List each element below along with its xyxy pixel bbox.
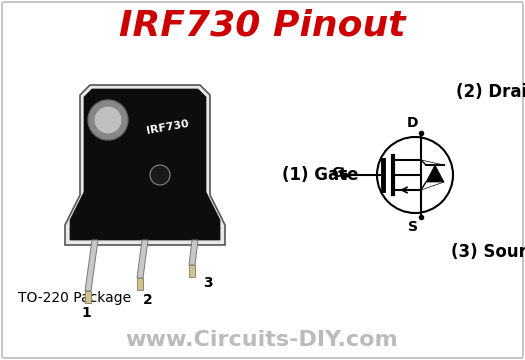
Text: (2) Drain: (2) Drain	[456, 83, 525, 101]
Text: 3: 3	[203, 276, 213, 290]
Text: 2: 2	[143, 293, 153, 307]
Text: G: G	[331, 166, 343, 180]
Polygon shape	[85, 240, 98, 291]
Text: 1: 1	[81, 306, 91, 320]
Text: (1) Gate: (1) Gate	[282, 166, 359, 184]
Circle shape	[377, 137, 453, 213]
Polygon shape	[426, 165, 444, 182]
Text: D: D	[407, 116, 419, 130]
Polygon shape	[137, 278, 143, 290]
Text: (3) Source: (3) Source	[451, 243, 525, 261]
Circle shape	[94, 106, 122, 134]
Polygon shape	[137, 240, 148, 278]
Polygon shape	[85, 291, 91, 303]
Text: IRF730 Pinout: IRF730 Pinout	[119, 8, 405, 42]
Polygon shape	[189, 240, 198, 265]
Text: IRF730: IRF730	[146, 118, 190, 136]
Text: S: S	[408, 220, 418, 234]
Polygon shape	[65, 85, 225, 245]
Text: TO-220 Package: TO-220 Package	[18, 291, 131, 305]
Text: www.Circuits-DIY.com: www.Circuits-DIY.com	[125, 330, 398, 350]
Polygon shape	[189, 265, 195, 277]
Polygon shape	[70, 89, 220, 240]
Circle shape	[150, 165, 170, 185]
Circle shape	[88, 100, 128, 140]
